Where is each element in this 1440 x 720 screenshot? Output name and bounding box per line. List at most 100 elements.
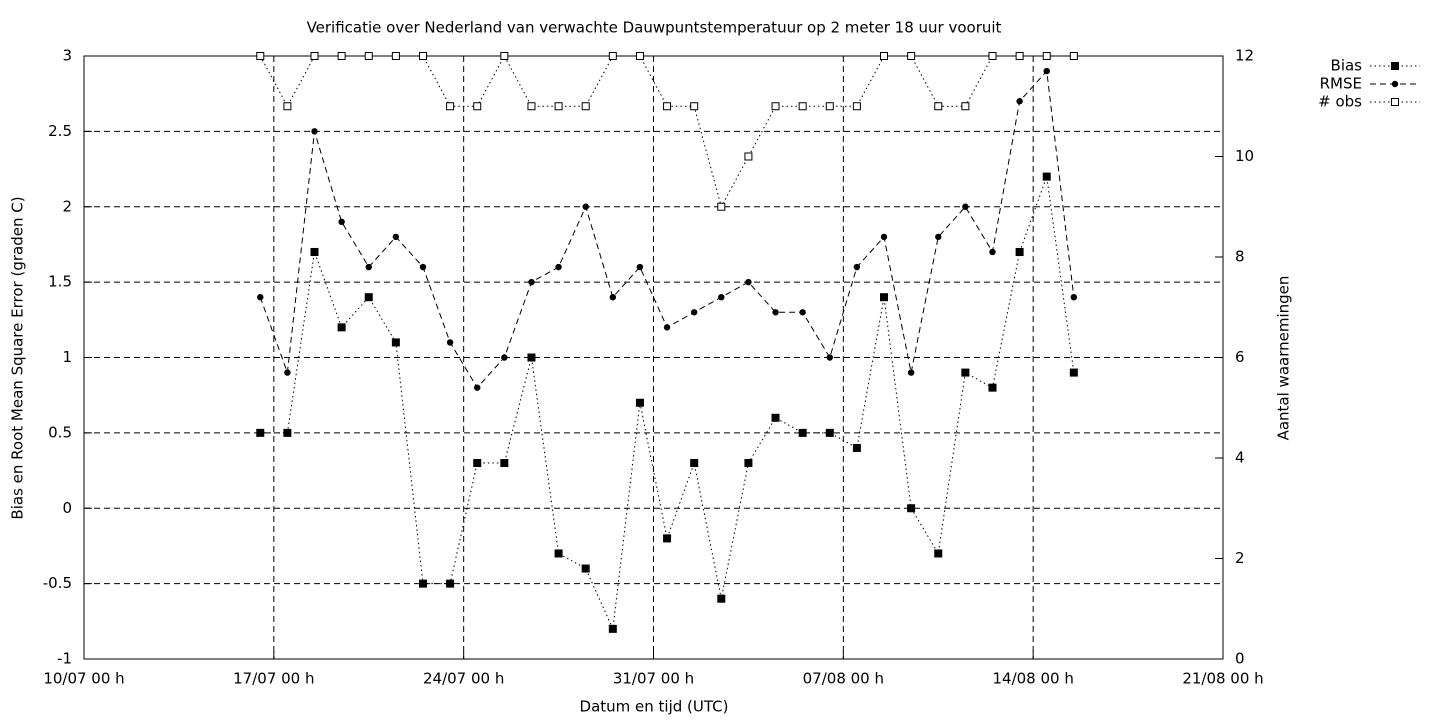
data-point	[663, 534, 672, 543]
data-point	[283, 102, 292, 111]
data-point	[690, 309, 698, 316]
data-point	[608, 52, 617, 60]
data-point	[1069, 52, 1078, 60]
x-tick-label: 10/07 00 h	[43, 670, 124, 688]
data-point	[337, 52, 346, 60]
data-point	[772, 309, 779, 316]
data-point	[826, 354, 833, 361]
legend-label: # obs	[1318, 93, 1362, 111]
data-point	[418, 52, 427, 60]
data-point	[1069, 368, 1078, 377]
data-point	[474, 384, 481, 391]
data-point	[935, 233, 942, 241]
data-point	[1042, 172, 1051, 181]
x-tick-label: 31/07 00 h	[613, 670, 694, 688]
data-point	[635, 52, 644, 60]
data-point	[690, 102, 699, 111]
y-tick-label: -0.5	[43, 574, 72, 592]
y2-axis-label: Aantal waarnemingen	[1275, 276, 1293, 441]
data-point	[745, 278, 752, 286]
legend-marker	[1391, 98, 1399, 106]
data-point	[880, 52, 889, 60]
x-axis-label: Datum en tijd (UTC)	[580, 698, 729, 716]
data-point	[799, 309, 806, 316]
data-point	[825, 102, 834, 111]
data-point	[338, 218, 345, 226]
data-point	[391, 52, 400, 60]
legend-label: RMSE	[1320, 75, 1362, 93]
data-point	[391, 338, 400, 347]
data-point	[365, 263, 372, 271]
x-tick-label: 17/07 00 h	[233, 670, 314, 688]
y-axis-label: Bias en Root Mean Square Error (graden C…	[9, 196, 27, 519]
data-point	[718, 294, 725, 301]
x-tick-label: 24/07 00 h	[423, 670, 504, 688]
data-point	[988, 383, 997, 392]
y2-tick-label: 0	[1235, 650, 1245, 668]
data-point	[934, 549, 943, 558]
data-point	[446, 339, 454, 346]
data-point	[364, 293, 373, 302]
data-point	[283, 428, 292, 437]
data-point	[880, 233, 888, 241]
chart-title: Verificatie over Nederland van verwachte…	[307, 19, 1002, 37]
data-point	[962, 203, 969, 210]
data-point	[500, 459, 509, 468]
x-tick-label: 07/08 00 h	[803, 670, 884, 688]
data-point	[311, 128, 318, 135]
y-tick-label: 2	[62, 197, 72, 215]
data-point	[798, 428, 807, 437]
data-point	[527, 102, 536, 111]
data-point	[257, 294, 264, 301]
x-tick-label: 21/08 00 h	[1182, 670, 1263, 688]
data-point	[364, 52, 373, 60]
data-point	[880, 293, 889, 302]
data-point	[961, 368, 970, 377]
data-point	[555, 263, 562, 271]
data-point	[608, 624, 617, 633]
y-tick-label: 0.5	[48, 423, 72, 441]
y2-tick-label: 4	[1235, 449, 1245, 467]
y-tick-label: 3	[62, 47, 72, 65]
data-point	[500, 52, 509, 60]
legend-marker	[1391, 62, 1399, 70]
data-point	[907, 504, 916, 513]
data-point	[989, 248, 996, 256]
y-tick-label: 2.5	[48, 122, 72, 140]
x-tick-label: 14/08 00 h	[992, 670, 1073, 688]
data-point	[473, 459, 482, 468]
data-point	[1070, 294, 1078, 301]
data-point	[501, 354, 508, 361]
y-tick-label: 0	[62, 499, 72, 517]
data-point	[988, 52, 997, 60]
data-point	[582, 203, 589, 210]
y2-tick-label: 2	[1235, 549, 1245, 567]
data-point	[581, 102, 590, 111]
data-point	[1043, 67, 1050, 75]
data-point	[798, 102, 807, 111]
data-point	[446, 102, 455, 111]
legend-label: Bias	[1331, 57, 1363, 75]
data-point	[256, 52, 265, 60]
data-point	[717, 594, 726, 603]
data-point	[256, 428, 265, 437]
data-point	[771, 413, 780, 422]
data-point	[825, 428, 834, 437]
data-point	[528, 278, 535, 286]
data-point	[446, 579, 455, 588]
data-point	[337, 323, 346, 332]
data-point	[635, 398, 644, 407]
data-point	[771, 102, 780, 111]
data-point	[581, 564, 590, 573]
data-point	[554, 549, 563, 558]
data-point	[717, 202, 726, 211]
data-point	[310, 52, 319, 60]
data-point	[744, 152, 753, 161]
data-point	[744, 459, 753, 468]
data-point	[473, 102, 482, 111]
y2-tick-label: 6	[1235, 348, 1245, 366]
data-point	[284, 369, 291, 376]
y2-tick-label: 10	[1235, 147, 1254, 165]
data-point	[1015, 247, 1024, 256]
